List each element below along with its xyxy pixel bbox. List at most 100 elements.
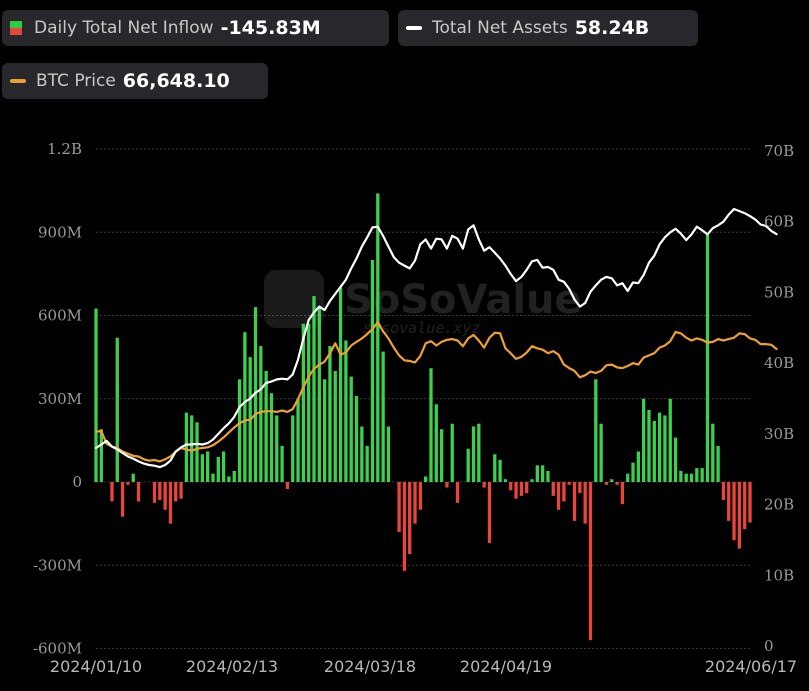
right-tick-label: 20B bbox=[764, 496, 794, 514]
inflow-bar bbox=[259, 346, 263, 482]
left-tick-label: 900M bbox=[38, 223, 82, 241]
legend-assets[interactable]: Total Net Assets 58.24B bbox=[398, 10, 698, 46]
left-axis: 1.2B 900M 600M 300M 0 -300M -600M bbox=[33, 140, 82, 658]
x-tick-label: 2024/04/19 bbox=[460, 657, 552, 676]
right-axis: 70B 60B 50B 40B 30B 20B 10B 0 bbox=[764, 142, 794, 655]
white-line-icon bbox=[406, 26, 422, 30]
inflow-bar bbox=[280, 445, 284, 482]
legend-btc-label: BTC Price bbox=[36, 71, 116, 91]
inflow-bar bbox=[620, 482, 625, 505]
right-tick-label: 30B bbox=[764, 425, 794, 443]
total-net-assets-line bbox=[94, 207, 778, 469]
watermark-brand: SoSoValue bbox=[344, 277, 582, 323]
inflow-bar bbox=[700, 468, 704, 482]
inflow-bar bbox=[695, 468, 699, 482]
inflow-bar bbox=[402, 482, 407, 571]
inflow-bar bbox=[535, 465, 539, 482]
inflow-bar bbox=[604, 482, 609, 485]
inflow-bar bbox=[679, 470, 683, 482]
inflow-bar bbox=[727, 482, 731, 521]
inflow-bar bbox=[317, 307, 321, 482]
inflow-bar bbox=[466, 448, 470, 482]
inflow-bar bbox=[291, 415, 295, 482]
inflow-bar bbox=[588, 482, 593, 641]
right-tick-label: 70B bbox=[764, 142, 794, 160]
inflow-bar bbox=[546, 470, 550, 482]
inflow-bar bbox=[551, 482, 555, 496]
inflow-bar bbox=[376, 193, 380, 482]
inflow-bar bbox=[525, 482, 529, 494]
inflow-bar bbox=[227, 476, 231, 482]
inflow-bar bbox=[636, 451, 640, 482]
inflow-bar bbox=[397, 482, 401, 532]
inflow-bar bbox=[540, 465, 545, 482]
inflow-bar bbox=[269, 393, 274, 482]
inflow-bar bbox=[360, 426, 364, 482]
inflow-bar bbox=[450, 423, 454, 482]
legend-assets-label: Total Net Assets bbox=[432, 18, 568, 38]
right-tick-label: 0 bbox=[764, 637, 774, 655]
inflow-bar bbox=[716, 445, 720, 482]
inflow-bar bbox=[493, 454, 497, 482]
inflow-bar bbox=[556, 482, 561, 510]
inflow-bars bbox=[94, 193, 752, 641]
inflow-bar bbox=[471, 426, 476, 482]
x-axis: 2024/01/10 2024/02/13 2024/03/18 2024/04/19… bbox=[50, 657, 797, 676]
inflow-bar bbox=[578, 482, 582, 494]
left-tick-label: 300M bbox=[38, 390, 82, 408]
inflow-bar bbox=[136, 482, 141, 502]
inflow-bar bbox=[168, 482, 173, 524]
watermark: SoSoValue sosovalue.xyz bbox=[264, 270, 582, 337]
inflow-bar bbox=[599, 423, 603, 482]
inflow-bar bbox=[110, 482, 114, 502]
inflow-bar bbox=[748, 482, 752, 523]
legend-btc-value: 66,648.10 bbox=[122, 70, 230, 92]
inflow-bar bbox=[285, 482, 290, 489]
series-lines bbox=[94, 207, 778, 469]
inflow-bar bbox=[647, 409, 651, 482]
inflow-bar bbox=[408, 482, 412, 555]
inflow-bar bbox=[99, 429, 103, 482]
inflow-bar bbox=[434, 404, 438, 482]
inflow-bar bbox=[232, 470, 236, 482]
inflow-bar bbox=[190, 415, 194, 482]
inflow-bar bbox=[514, 482, 518, 499]
legend-inflow[interactable]: Daily Total Net Inflow -145.83M bbox=[2, 10, 389, 46]
watermark-logo-icon bbox=[264, 270, 324, 328]
inflow-bar bbox=[243, 332, 247, 482]
inflow-bar bbox=[184, 412, 189, 482]
inflow-bar bbox=[657, 412, 662, 482]
inflow-bar bbox=[572, 482, 577, 521]
left-tick-label: -300M bbox=[33, 556, 82, 574]
inflow-bar bbox=[94, 308, 98, 482]
inflow-bar bbox=[296, 398, 300, 482]
inflow-bar bbox=[567, 482, 571, 485]
inflow-bar bbox=[115, 337, 119, 482]
right-tick-label: 10B bbox=[764, 566, 794, 584]
legend-btc[interactable]: BTC Price 66,648.10 bbox=[2, 63, 268, 99]
inflow-bar bbox=[237, 379, 242, 482]
legend-assets-value: 58.24B bbox=[574, 17, 650, 39]
inflow-bar bbox=[594, 379, 598, 482]
inflow-bar bbox=[253, 307, 258, 482]
inflow-bar bbox=[498, 459, 502, 482]
inflow-bar bbox=[365, 445, 369, 482]
inflow-bar bbox=[615, 482, 619, 485]
inflow-bar bbox=[275, 415, 279, 482]
inflow-bar bbox=[216, 457, 220, 482]
inflow-bar bbox=[195, 422, 199, 482]
inflow-bar bbox=[386, 426, 391, 482]
inflow-bar bbox=[668, 398, 672, 482]
inflow-bar bbox=[482, 482, 486, 488]
chart-grid bbox=[96, 148, 750, 649]
inflow-bar bbox=[338, 287, 343, 482]
inflow-bar bbox=[264, 371, 268, 482]
right-tick-label: 40B bbox=[764, 354, 794, 372]
inflow-bar bbox=[477, 423, 481, 482]
legend-inflow-label: Daily Total Net Inflow bbox=[34, 18, 214, 38]
left-tick-label: -600M bbox=[33, 640, 82, 658]
x-tick-label: 2024/01/10 bbox=[50, 657, 142, 676]
btc-price-line bbox=[94, 321, 778, 463]
inflow-bar bbox=[163, 482, 167, 510]
inflow-bar bbox=[413, 482, 417, 524]
